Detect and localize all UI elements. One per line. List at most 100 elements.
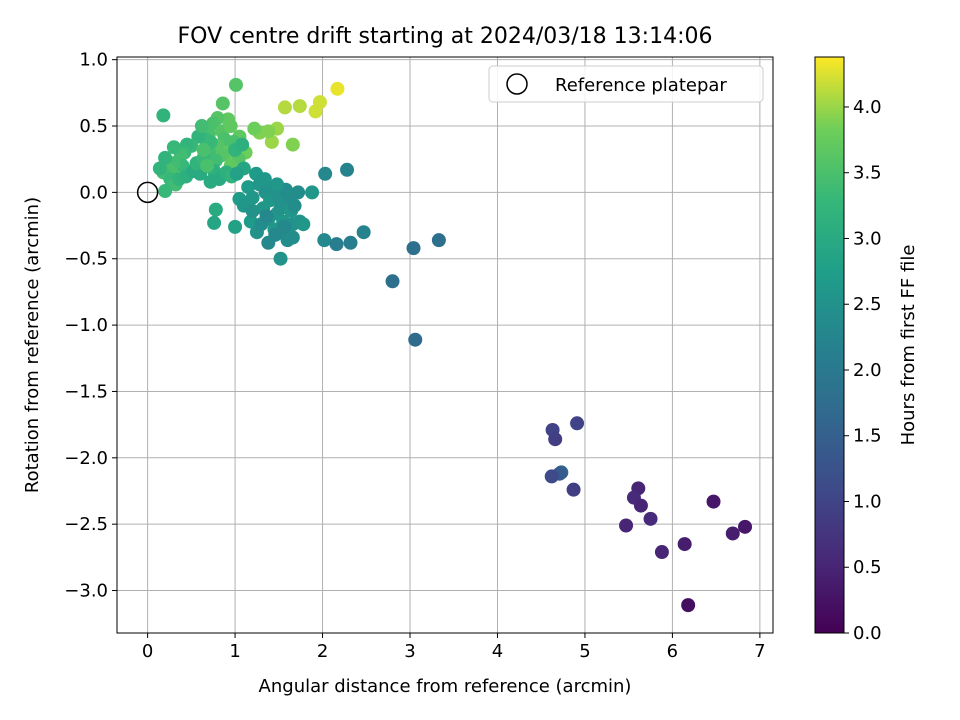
- data-point: [200, 158, 215, 173]
- data-point: [570, 416, 585, 431]
- x-tick-label: 2: [317, 641, 328, 662]
- data-point: [343, 235, 358, 250]
- data-point: [654, 545, 669, 560]
- data-point: [228, 77, 243, 92]
- data-point: [229, 166, 244, 181]
- data-point: [158, 150, 173, 165]
- data-point: [356, 225, 371, 240]
- data-point: [247, 121, 262, 136]
- y-tick-label: −3.0: [64, 581, 108, 602]
- x-tick-label: 7: [754, 641, 765, 662]
- y-tick-label: −2.5: [64, 514, 108, 535]
- data-point: [643, 511, 658, 526]
- data-point: [619, 518, 634, 533]
- data-point: [235, 137, 250, 152]
- x-tick-label: 0: [142, 641, 153, 662]
- data-point: [544, 469, 559, 484]
- data-point: [340, 162, 355, 177]
- data-point: [196, 142, 211, 157]
- data-point: [243, 214, 258, 229]
- data-point: [207, 215, 222, 230]
- colorbar-tick-label: 2.0: [853, 360, 882, 381]
- y-tick-label: −1.0: [64, 315, 108, 336]
- data-point: [259, 209, 274, 224]
- data-point: [215, 96, 230, 111]
- legend-box: [488, 65, 764, 103]
- colorbar-tick-label: 1.0: [853, 491, 882, 512]
- axes-frame: [116, 56, 774, 634]
- data-point: [305, 185, 320, 200]
- colorbar-tick-label: 3.0: [853, 228, 882, 249]
- data-point: [725, 526, 740, 541]
- x-tick-label: 1: [229, 641, 240, 662]
- data-point: [223, 119, 238, 134]
- colorbar-tick-label: 0.5: [853, 557, 882, 578]
- y-axis-label: Rotation from reference (arcmin): [22, 197, 43, 493]
- data-point: [633, 498, 648, 513]
- legend: Reference platepar: [488, 65, 764, 103]
- data-point: [548, 432, 563, 447]
- data-point: [292, 99, 307, 114]
- data-point: [385, 274, 400, 289]
- colorbar-ticks: 0.0 0.5 1.0 1.5 2.0 2.5 3.0 3.5 4.0: [844, 97, 882, 644]
- data-points: [152, 77, 753, 613]
- legend-label: Reference platepar: [555, 75, 727, 96]
- data-point: [285, 230, 300, 245]
- data-point: [681, 598, 696, 613]
- y-tick-label: −2.0: [64, 448, 108, 469]
- data-point: [273, 251, 288, 266]
- data-point: [208, 202, 223, 217]
- y-tick-label: −0.5: [64, 249, 108, 270]
- x-tick-label: 5: [579, 641, 590, 662]
- x-tick-label: 6: [667, 641, 678, 662]
- y-tick-label: 1.0: [79, 50, 108, 71]
- y-tick-label: 0.5: [79, 116, 108, 137]
- data-point: [677, 537, 692, 552]
- data-point: [738, 519, 753, 534]
- data-point: [317, 233, 332, 248]
- grid: [117, 57, 773, 633]
- data-point: [566, 482, 581, 497]
- y-ticks: 1.0 0.5 0.0 −0.5 −1.0 −1.5 −2.0 −2.5 −3.0: [64, 50, 117, 602]
- data-point: [406, 241, 421, 256]
- x-axis-label: Angular distance from reference (arcmin): [259, 676, 632, 697]
- colorbar-tick-label: 3.5: [853, 163, 882, 184]
- data-point: [431, 233, 446, 248]
- colorbar-label: Hours from first FF file: [898, 245, 919, 446]
- x-tick-label: 3: [404, 641, 415, 662]
- data-point: [270, 177, 285, 192]
- data-point: [285, 137, 300, 152]
- data-point: [296, 217, 311, 232]
- data-point: [257, 172, 272, 187]
- data-point: [245, 190, 260, 205]
- data-point: [228, 219, 243, 234]
- data-point: [318, 166, 333, 181]
- y-tick-label: 0.0: [79, 182, 108, 203]
- colorbar-gradient: [814, 56, 845, 634]
- x-ticks: 0 1 2 3 4 5 6 7: [142, 633, 766, 662]
- data-point: [245, 203, 260, 218]
- data-point: [330, 81, 345, 96]
- x-tick-label: 4: [492, 641, 503, 662]
- data-point: [308, 104, 323, 119]
- data-point: [194, 119, 209, 134]
- plot-area: 0 1 2 3 4 5 6 7 1.0 0.5 0.0 −0.5 −1.0 −1.5 −2.0 −2.5 −3…: [64, 50, 774, 662]
- data-point: [706, 494, 721, 509]
- data-point: [277, 100, 292, 115]
- reference-point: [136, 181, 159, 204]
- data-point: [241, 180, 256, 195]
- colorbar-tick-label: 1.5: [853, 426, 882, 447]
- data-point: [152, 161, 167, 176]
- y-tick-label: −1.5: [64, 381, 108, 402]
- data-point: [156, 108, 171, 123]
- colorbar-tick-label: 2.5: [853, 294, 882, 315]
- legend-marker: [506, 73, 528, 95]
- data-point: [291, 185, 306, 200]
- colorbar-tick-label: 4.0: [853, 97, 882, 118]
- data-point: [329, 237, 344, 252]
- data-point: [158, 184, 173, 199]
- chart-title: FOV centre drift starting at 2024/03/18 …: [178, 24, 713, 49]
- data-point: [264, 134, 279, 149]
- colorbar: 0.0 0.5 1.0 1.5 2.0 2.5 3.0 3.5 4.0 Hours from f…: [814, 56, 919, 644]
